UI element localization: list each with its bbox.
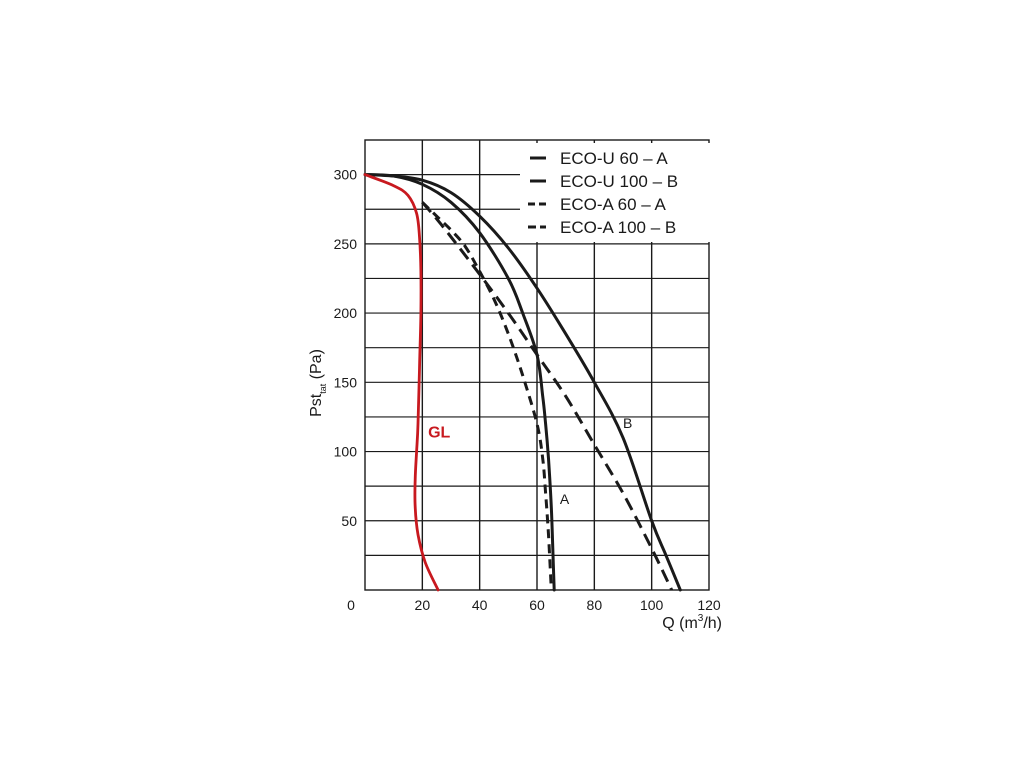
y-tick-label: 50: [341, 513, 357, 529]
legend-label: ECO-A 60 – A: [560, 195, 666, 214]
x-axis-title-sup: 3: [698, 613, 704, 624]
curve-label-b: B: [623, 415, 632, 431]
x-axis-title-tail: /h): [703, 615, 722, 632]
gl-curve-label: GL: [428, 425, 450, 442]
y-axis-title-main: Pst: [308, 393, 325, 417]
legend-label: ECO-U 100 – B: [560, 172, 678, 191]
legend-label: ECO-U 60 – A: [560, 149, 668, 168]
x-tick-label: 60: [529, 597, 545, 613]
y-axis-title: Psttat (Pa): [308, 349, 328, 417]
series-line-2: [421, 201, 553, 591]
y-tick-label: 100: [334, 444, 358, 460]
y-axis-title-tail: (Pa): [308, 349, 325, 384]
x-axis-title-main: Q (m: [662, 615, 698, 632]
x-tick-label: 40: [472, 597, 488, 613]
x-tick-label: 20: [415, 597, 431, 613]
series-line-3: [421, 201, 674, 591]
series-line-0: [363, 173, 556, 592]
legend-label: ECO-A 100 – B: [560, 218, 676, 237]
legend-box: [520, 143, 710, 242]
series-line-1: [363, 173, 682, 592]
x-tick-label: 100: [640, 597, 664, 613]
x-tick-label: 0: [347, 597, 355, 613]
y-tick-label: 250: [334, 236, 358, 252]
series-line-4: [363, 173, 440, 592]
x-tick-label: 80: [587, 597, 603, 613]
y-tick-label: 150: [334, 374, 358, 390]
y-tick-label: 300: [334, 167, 358, 183]
y-axis-title-sub: tat: [318, 383, 328, 394]
annotations: A B GL: [428, 415, 632, 507]
series-lines: [363, 173, 682, 592]
x-tick-label: 120: [697, 597, 721, 613]
y-tick-label: 200: [334, 305, 358, 321]
legend: ECO-U 60 – A ECO-U 100 – B ECO-A 60 – A ECO…: [528, 149, 678, 237]
tick-labels: 0 20 40 60 80 100 120 50 100 150 200 250 300: [334, 167, 721, 613]
curve-label-a: A: [560, 491, 570, 507]
x-axis-title: Q (m3/h): [662, 613, 722, 632]
